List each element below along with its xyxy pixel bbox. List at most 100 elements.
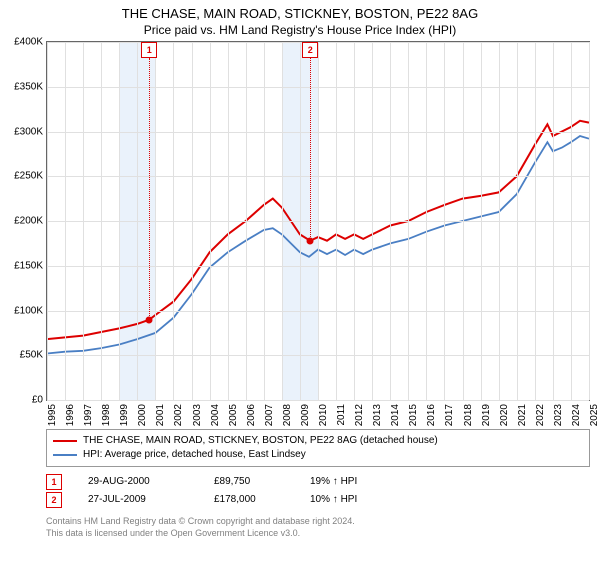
x-axis-tick-label: 2007 xyxy=(264,404,275,426)
annotation-marker: 1 xyxy=(141,42,157,58)
grid-line-v xyxy=(228,42,229,400)
sales-delta: 19% ↑ HPI xyxy=(310,473,357,491)
grid-line-v xyxy=(192,42,193,400)
grid-line-v xyxy=(300,42,301,400)
grid-line-v xyxy=(119,42,120,400)
x-axis-tick-label: 2017 xyxy=(444,404,455,426)
annotation-dot xyxy=(307,237,314,244)
grid-line-v xyxy=(282,42,283,400)
grid-line-v xyxy=(535,42,536,400)
x-axis-tick-label: 2019 xyxy=(481,404,492,426)
sales-price: £89,750 xyxy=(214,473,284,491)
attribution-line: Contains HM Land Registry data © Crown c… xyxy=(46,515,590,527)
x-axis-tick-label: 2014 xyxy=(390,404,401,426)
x-axis-tick-label: 2023 xyxy=(553,404,564,426)
x-axis-tick-label: 2021 xyxy=(517,404,528,426)
legend-row: THE CHASE, MAIN ROAD, STICKNEY, BOSTON, … xyxy=(53,434,583,448)
y-axis-tick-label: £150K xyxy=(14,260,43,271)
legend: THE CHASE, MAIN ROAD, STICKNEY, BOSTON, … xyxy=(46,429,590,467)
x-axis-tick-label: 2008 xyxy=(282,404,293,426)
x-axis-tick-label: 1996 xyxy=(65,404,76,426)
sales-row: 1 29-AUG-2000 £89,750 19% ↑ HPI xyxy=(46,473,590,491)
legend-label: HPI: Average price, detached house, East… xyxy=(83,448,306,462)
x-axis-tick-label: 2004 xyxy=(210,404,221,426)
grid-line-v xyxy=(444,42,445,400)
x-axis-tick-label: 2016 xyxy=(426,404,437,426)
annotation-marker: 2 xyxy=(302,42,318,58)
sales-row: 2 27-JUL-2009 £178,000 10% ↑ HPI xyxy=(46,491,590,509)
legend-swatch xyxy=(53,440,77,442)
annotation-dot xyxy=(146,316,153,323)
x-axis-tick-label: 2010 xyxy=(318,404,329,426)
x-axis-tick-label: 2001 xyxy=(155,404,166,426)
sales-marker: 2 xyxy=(46,492,62,508)
grid-line-v xyxy=(101,42,102,400)
grid-line-v xyxy=(463,42,464,400)
x-axis-tick-label: 1995 xyxy=(47,404,58,426)
legend-row: HPI: Average price, detached house, East… xyxy=(53,448,583,462)
grid-line-v xyxy=(517,42,518,400)
grid-line-v xyxy=(408,42,409,400)
chart-plot-area: £0£50K£100K£150K£200K£250K£300K£350K£400… xyxy=(46,41,590,401)
x-axis-tick-label: 2015 xyxy=(408,404,419,426)
y-axis-tick-label: £400K xyxy=(14,37,43,48)
x-axis-tick-label: 1997 xyxy=(83,404,94,426)
grid-line-v xyxy=(137,42,138,400)
chart-subtitle: Price paid vs. HM Land Registry's House … xyxy=(0,23,600,37)
y-axis-tick-label: £50K xyxy=(20,350,43,361)
attribution-line: This data is licensed under the Open Gov… xyxy=(46,527,590,539)
y-axis-tick-label: £100K xyxy=(14,305,43,316)
y-axis-tick-label: £300K xyxy=(14,126,43,137)
x-axis-tick-label: 2000 xyxy=(137,404,148,426)
grid-line-v xyxy=(571,42,572,400)
x-axis-tick-label: 2018 xyxy=(463,404,474,426)
sales-table: 1 29-AUG-2000 £89,750 19% ↑ HPI 2 27-JUL-2009… xyxy=(46,473,590,509)
legend-label: THE CHASE, MAIN ROAD, STICKNEY, BOSTON, … xyxy=(83,434,438,448)
grid-line-v xyxy=(264,42,265,400)
x-axis-tick-label: 2025 xyxy=(589,404,600,426)
grid-line-v xyxy=(173,42,174,400)
grid-line-v xyxy=(372,42,373,400)
grid-line-v xyxy=(47,42,48,400)
grid-line-v xyxy=(65,42,66,400)
grid-line-h xyxy=(47,400,589,401)
grid-line-v xyxy=(246,42,247,400)
y-axis-tick-label: £250K xyxy=(14,171,43,182)
annotation-guideline xyxy=(310,58,311,241)
grid-line-v xyxy=(553,42,554,400)
y-axis-tick-label: £350K xyxy=(14,81,43,92)
sales-date: 27-JUL-2009 xyxy=(88,491,188,509)
x-axis-tick-label: 2024 xyxy=(571,404,582,426)
grid-line-v xyxy=(354,42,355,400)
grid-line-v xyxy=(589,42,590,400)
x-axis-tick-label: 2013 xyxy=(372,404,383,426)
y-axis-tick-label: £200K xyxy=(14,216,43,227)
chart-title: THE CHASE, MAIN ROAD, STICKNEY, BOSTON, … xyxy=(0,6,600,21)
grid-line-v xyxy=(83,42,84,400)
grid-line-v xyxy=(481,42,482,400)
sales-price: £178,000 xyxy=(214,491,284,509)
y-axis-tick-label: £0 xyxy=(32,395,43,406)
grid-line-v xyxy=(155,42,156,400)
x-axis-tick-label: 2009 xyxy=(300,404,311,426)
x-axis-tick-label: 2002 xyxy=(173,404,184,426)
sales-marker: 1 xyxy=(46,474,62,490)
grid-line-v xyxy=(210,42,211,400)
annotation-guideline xyxy=(149,58,150,320)
sales-date: 29-AUG-2000 xyxy=(88,473,188,491)
x-axis-tick-label: 1999 xyxy=(119,404,130,426)
grid-line-v xyxy=(426,42,427,400)
sales-delta: 10% ↑ HPI xyxy=(310,491,357,509)
x-axis-tick-label: 2006 xyxy=(246,404,257,426)
grid-line-v xyxy=(390,42,391,400)
x-axis-tick-label: 2022 xyxy=(535,404,546,426)
attribution: Contains HM Land Registry data © Crown c… xyxy=(46,515,590,539)
x-axis-tick-label: 2012 xyxy=(354,404,365,426)
grid-line-v xyxy=(499,42,500,400)
grid-line-v xyxy=(336,42,337,400)
x-axis-tick-label: 2020 xyxy=(499,404,510,426)
x-axis-tick-label: 2005 xyxy=(228,404,239,426)
x-axis-tick-label: 2003 xyxy=(192,404,203,426)
legend-swatch xyxy=(53,454,77,456)
x-axis-tick-label: 2011 xyxy=(336,404,347,426)
